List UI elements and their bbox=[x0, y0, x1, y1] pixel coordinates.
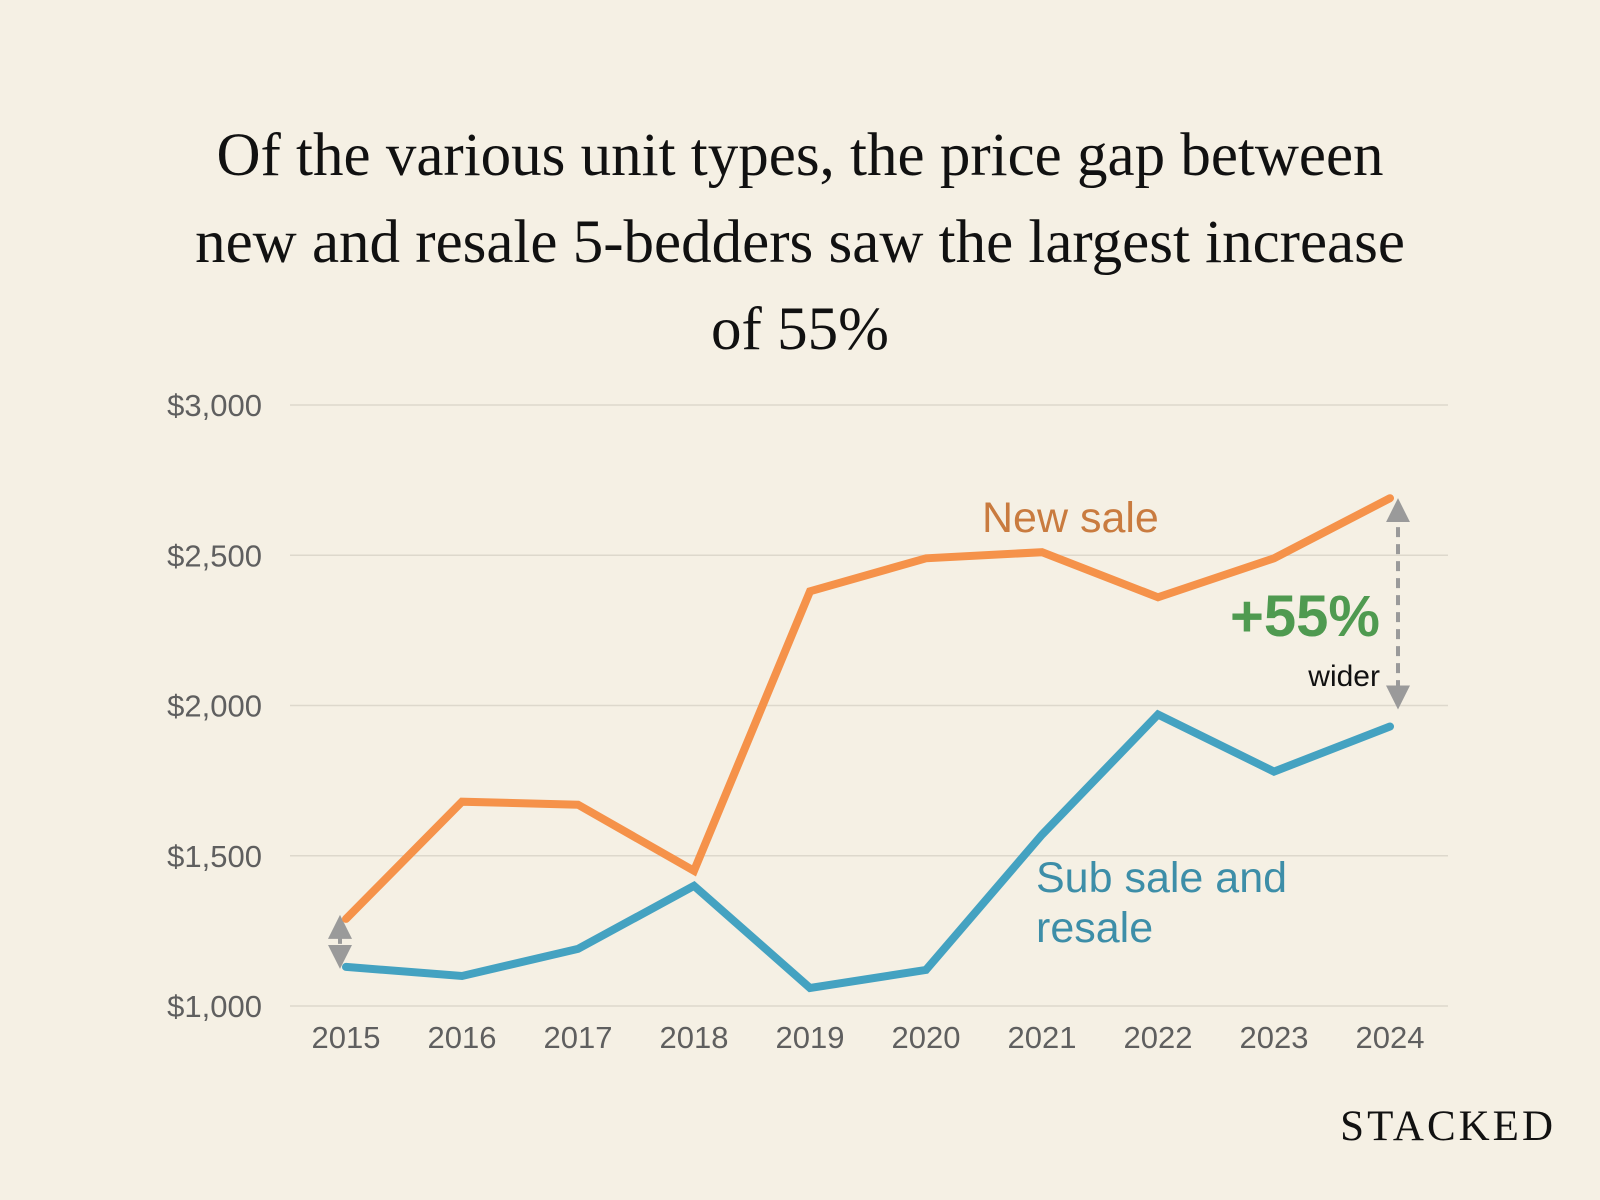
x-tick-label: 2019 bbox=[776, 1020, 845, 1055]
x-tick-label: 2017 bbox=[544, 1020, 613, 1055]
x-tick-label: 2021 bbox=[1008, 1020, 1077, 1055]
y-axis-ticks: $1,000 $1,500 $2,000 $2,500 $3,000 bbox=[167, 388, 262, 1024]
series-label-sub-sale-line-2: resale bbox=[1036, 904, 1153, 952]
gap-arrows bbox=[328, 498, 1410, 969]
x-tick-label: 2023 bbox=[1240, 1020, 1309, 1055]
title-line-2: new and resale 5-bedders saw the largest… bbox=[195, 209, 1405, 276]
brand-logo: STACKED bbox=[1340, 1103, 1556, 1150]
series-line-new-sale bbox=[342, 494, 1394, 923]
x-tick-label: 2018 bbox=[660, 1020, 729, 1055]
x-tick-label: 2022 bbox=[1124, 1020, 1193, 1055]
series-lines bbox=[342, 494, 1394, 993]
series-line-sub-sale-resale bbox=[342, 709, 1394, 993]
x-tick-label: 2020 bbox=[892, 1020, 961, 1055]
series-label-sub-sale-line-1: Sub sale and bbox=[1036, 854, 1287, 902]
gap-increase-label: wider bbox=[1307, 660, 1380, 693]
chart-title: Of the various unit types, the price gap… bbox=[100, 112, 1500, 373]
x-tick-label: 2015 bbox=[312, 1020, 381, 1055]
x-axis-ticks: 2015 2016 2017 2018 2019 2020 2021 2022 2023 2024 bbox=[312, 1020, 1425, 1055]
series-label-new-sale: New sale bbox=[982, 494, 1159, 542]
title-line-3: of 55% bbox=[711, 296, 889, 363]
title-line-1: Of the various unit types, the price gap… bbox=[216, 122, 1384, 189]
gridlines bbox=[290, 404, 1448, 1007]
x-tick-label: 2024 bbox=[1356, 1020, 1425, 1055]
y-tick-label: $1,000 bbox=[167, 989, 262, 1024]
y-tick-label: $3,000 bbox=[167, 388, 262, 423]
y-tick-label: $2,500 bbox=[167, 538, 262, 573]
y-tick-label: $2,000 bbox=[167, 689, 262, 724]
x-tick-label: 2016 bbox=[428, 1020, 497, 1055]
gap-increase-value: +55% bbox=[1230, 584, 1380, 649]
y-tick-label: $1,500 bbox=[167, 839, 262, 874]
